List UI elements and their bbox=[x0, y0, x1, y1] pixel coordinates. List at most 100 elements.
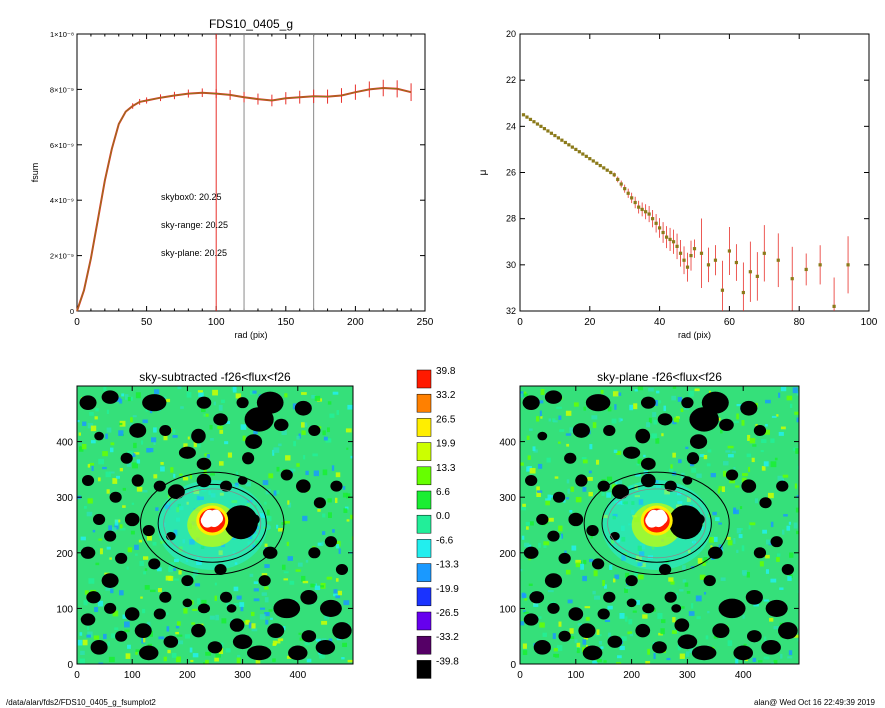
image-b-noise bbox=[571, 545, 577, 551]
image-b-noise bbox=[778, 392, 781, 398]
image-a-noise bbox=[327, 401, 332, 405]
image-b-noise bbox=[749, 438, 756, 444]
image-b-noise bbox=[661, 619, 666, 624]
image-a-mask-blob bbox=[196, 473, 212, 488]
image-b-noise bbox=[559, 429, 565, 432]
image-a-mask-blob bbox=[181, 575, 194, 587]
plot-b-point bbox=[605, 168, 609, 172]
image-b-noise bbox=[575, 562, 580, 568]
image-b-noise bbox=[666, 657, 671, 661]
image-b-noise bbox=[603, 660, 607, 663]
image-a-noise bbox=[103, 386, 107, 391]
image-b-noise bbox=[520, 569, 523, 572]
image-a-noise bbox=[288, 502, 292, 508]
image-a-noise bbox=[190, 659, 194, 663]
image-a-noise bbox=[105, 433, 108, 439]
image-b-noise bbox=[691, 468, 697, 473]
image-a-noise bbox=[94, 606, 99, 613]
image-b-noise bbox=[748, 466, 751, 472]
image-b-noise bbox=[564, 550, 567, 555]
image-b-noise bbox=[715, 517, 720, 522]
plot-b-point bbox=[528, 117, 533, 122]
image-b-noise bbox=[718, 486, 723, 491]
image-a-noise bbox=[122, 487, 126, 491]
image-b-noise bbox=[536, 416, 540, 422]
image-b-noise bbox=[770, 461, 777, 468]
image-a-noise bbox=[106, 546, 111, 550]
image-b-noise bbox=[764, 636, 767, 642]
image-a-mask-blob bbox=[139, 645, 159, 661]
image-a-noise bbox=[126, 463, 131, 467]
image-a-noise bbox=[264, 501, 267, 505]
image-a-noise bbox=[143, 637, 146, 643]
plot-b-point bbox=[651, 217, 655, 221]
image-b-mask-blob bbox=[547, 530, 560, 542]
image-a-noise bbox=[153, 427, 157, 433]
image-a-noise bbox=[226, 601, 230, 607]
image-a-noise bbox=[169, 562, 175, 567]
image-b-noise bbox=[558, 621, 562, 627]
image-a-noise bbox=[203, 469, 207, 475]
image-a-mask-blob bbox=[300, 589, 318, 605]
image-a-noise bbox=[167, 649, 171, 654]
plot-layer bbox=[76, 33, 870, 679]
image-b-noise bbox=[727, 540, 733, 546]
image-a-ytick-label: 0 bbox=[67, 660, 73, 671]
image-b-mask-blob bbox=[603, 591, 616, 603]
plot-a-xtick-label: 250 bbox=[417, 317, 434, 328]
image-b-noise bbox=[566, 479, 570, 484]
image-b-noise bbox=[613, 449, 618, 453]
image-b-noise bbox=[735, 658, 739, 664]
image-a-noise bbox=[90, 425, 97, 432]
image-a-noise bbox=[232, 386, 237, 393]
image-b-noise bbox=[596, 659, 602, 663]
image-b-noise bbox=[624, 572, 630, 578]
image-a-mask-blob bbox=[159, 591, 172, 603]
image-b-mask-blob bbox=[591, 558, 605, 570]
image-b-noise bbox=[522, 503, 526, 507]
plot-b-point bbox=[689, 254, 693, 258]
image-b-noise bbox=[523, 610, 526, 613]
image-a-noise bbox=[351, 536, 353, 541]
image-b-noise bbox=[685, 446, 689, 450]
image-a-ytick-label: 200 bbox=[56, 549, 73, 560]
plot-b-point bbox=[818, 263, 822, 267]
image-a-noise bbox=[125, 653, 131, 659]
image-a-noise bbox=[317, 508, 321, 512]
image-a-noise bbox=[212, 389, 218, 396]
image-b-noise bbox=[639, 551, 645, 557]
image-a-noise bbox=[189, 539, 195, 545]
image-b-noise bbox=[654, 400, 658, 406]
image-b-xtick-label: 200 bbox=[623, 670, 640, 681]
image-b-mask-blob bbox=[719, 418, 734, 432]
image-b-mask-blob bbox=[642, 603, 655, 614]
image-b-mask-blob bbox=[682, 476, 693, 485]
image-a-noise bbox=[303, 455, 306, 460]
image-b-noise bbox=[593, 570, 598, 577]
image-b-noise bbox=[763, 656, 770, 660]
image-b-noise bbox=[733, 537, 736, 544]
colorbar-swatch bbox=[416, 418, 432, 437]
image-b-noise bbox=[536, 491, 541, 498]
plot-b-point bbox=[598, 163, 602, 168]
image-b-noise bbox=[655, 438, 660, 444]
image-a-noise bbox=[165, 398, 171, 403]
image-b-noise bbox=[718, 522, 723, 525]
image-b-noise bbox=[622, 501, 628, 505]
image-a-noise bbox=[219, 461, 224, 466]
image-b-noise bbox=[611, 418, 617, 424]
plot-b-point bbox=[542, 127, 547, 131]
image-a-noise bbox=[322, 430, 326, 436]
image-a-noise bbox=[138, 539, 143, 543]
image-b-mask-blob bbox=[558, 552, 571, 564]
image-b-mask-blob bbox=[753, 547, 767, 559]
image-a-noise bbox=[158, 636, 165, 640]
image-b-noise bbox=[654, 480, 659, 484]
colorbar-swatch bbox=[416, 466, 432, 486]
image-a-noise bbox=[296, 463, 300, 467]
image-a-xtick-label: 0 bbox=[74, 670, 80, 681]
image-a-noise bbox=[177, 386, 182, 390]
image-b-noise bbox=[686, 497, 691, 502]
image-a-noise bbox=[139, 560, 144, 567]
image-a-noise bbox=[149, 409, 153, 414]
